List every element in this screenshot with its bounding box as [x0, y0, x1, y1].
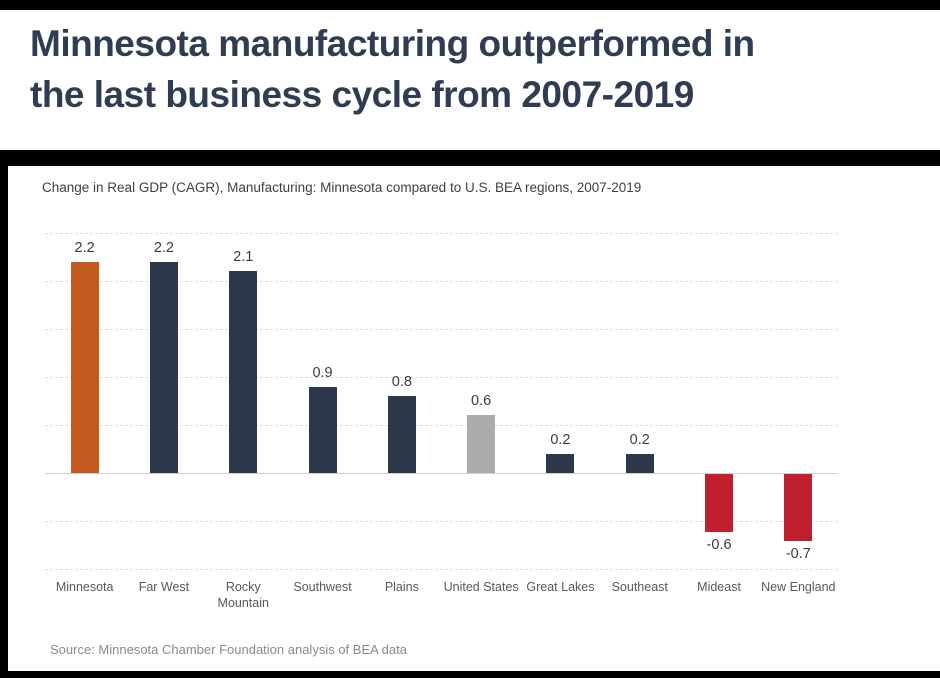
gridline	[45, 377, 838, 378]
gridline	[45, 425, 838, 426]
x-axis-zero-line	[45, 473, 838, 474]
gridline	[45, 281, 838, 282]
bar-chart-plot-area: 2.2 Minnesota 2.2 Far West 2.1 Rocky Mountain…	[45, 233, 838, 610]
gridline	[45, 329, 838, 330]
value-label-plains: 0.8	[391, 374, 412, 391]
bar-new-england	[784, 474, 813, 542]
bar-mideast	[705, 474, 734, 532]
slide-title-line-2: the last business cycle from 2007-2019	[30, 74, 694, 115]
gridline	[45, 233, 838, 234]
value-label-new-england: -0.7	[785, 546, 811, 563]
value-label-great-lakes: 0.2	[550, 431, 571, 448]
bar-rocky-mountain	[229, 271, 258, 473]
category-label-mideast: Mideast	[697, 580, 741, 594]
bar-united-states	[467, 415, 496, 473]
value-label-far-west: 2.2	[153, 239, 175, 256]
slide-title-line-1: Minnesota manufacturing outperformed in	[30, 23, 755, 64]
source-note: Source: Minnesota Chamber Foundation ana…	[50, 642, 407, 657]
category-label-rocky-mountain: Rocky Mountain	[217, 580, 269, 610]
bar-plains	[387, 396, 416, 473]
category-label-new-england: New England	[761, 580, 836, 594]
value-label-rocky-mountain: 2.1	[233, 249, 254, 266]
category-label-far-west: Far West	[138, 580, 190, 594]
value-label-minnesota: 2.2	[74, 239, 95, 256]
gridline	[45, 569, 838, 570]
value-label-southwest: 0.9	[312, 364, 333, 381]
black-divider-band	[0, 150, 940, 166]
black-frame-left	[0, 150, 8, 678]
gridline	[45, 521, 838, 522]
value-label-southeast: 0.2	[629, 431, 650, 448]
value-label-united-states: 0.6	[471, 393, 492, 410]
category-label-southwest: Southwest	[293, 580, 352, 594]
bar-southwest	[308, 386, 337, 473]
chart-subtitle: Change in Real GDP (CAGR), Manufacturing…	[42, 180, 642, 195]
bar-southeast	[625, 453, 654, 473]
bar-minnesota	[70, 261, 99, 473]
bar-great-lakes	[546, 453, 575, 473]
category-label-minnesota: Minnesota	[55, 580, 114, 594]
value-label-mideast: -0.6	[706, 536, 732, 553]
category-label-united-states: United States	[443, 580, 519, 594]
category-label-southeast: Southeast	[611, 580, 668, 594]
bar-far-west	[149, 261, 178, 473]
black-frame-bottom	[0, 671, 940, 678]
category-label-great-lakes: Great Lakes	[526, 580, 595, 594]
black-frame-top	[0, 0, 940, 10]
slide-title: Minnesota manufacturing outperformed in …	[30, 18, 920, 120]
category-label-plains: Plains	[384, 580, 419, 594]
